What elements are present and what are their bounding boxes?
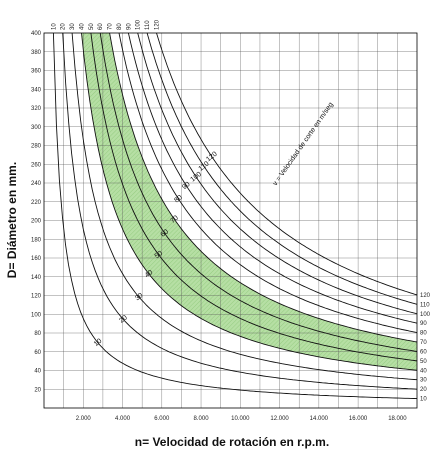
x-tick-label: 14.000: [310, 416, 329, 422]
y-tick-label: 340: [31, 87, 42, 93]
top-v-label: 90: [126, 23, 132, 30]
curve-label-90: 90: [181, 181, 192, 191]
curve-v-20: [62, 33, 417, 390]
y-tick-label: 160: [31, 256, 42, 262]
y-tick-label: 20: [34, 387, 41, 393]
y-tick-label: 180: [31, 237, 42, 243]
top-v-label: 30: [70, 23, 76, 30]
top-v-label: 60: [98, 23, 104, 30]
grid: [44, 33, 417, 408]
curve-label-50: 50: [154, 250, 165, 260]
y-tick-label: 320: [31, 106, 42, 112]
curve-label-70: 70: [169, 215, 180, 225]
x-tick-label: 6.000: [154, 416, 170, 422]
speed-curves: [52, 33, 417, 400]
curve-label-10: 10: [93, 338, 104, 348]
curve-label-40: 40: [144, 269, 155, 279]
x-tick-label: 8.000: [194, 416, 210, 422]
curve-v-50: [90, 33, 417, 362]
y-tick-label: 240: [31, 181, 42, 187]
plot-frame: [43, 32, 418, 409]
right-v-label: 100: [420, 312, 431, 318]
right-v-label: 50: [420, 359, 427, 365]
top-v-label: 70: [108, 23, 114, 30]
y-tick-label: 120: [31, 294, 42, 300]
curve-v-100: [137, 33, 417, 315]
top-v-label: 10: [51, 23, 57, 30]
y-axis-title: D= Diámetro en mm.: [5, 162, 19, 278]
right-v-label: 30: [420, 378, 427, 384]
y-tick-label: 380: [31, 50, 42, 56]
top-v-label: 20: [61, 23, 67, 30]
y-tick-label: 220: [31, 200, 42, 206]
x-tick-label: 10.000: [231, 416, 250, 422]
y-tick-label: 300: [31, 125, 42, 131]
top-v-label: 40: [79, 23, 85, 30]
top-v-label: 110: [145, 20, 151, 30]
x-tick-labels: 2.000 4.000 6.000 8.000 10.000 12.000 14.000 16…: [76, 416, 407, 422]
curve-v-90: [127, 33, 417, 324]
curve-v-80: [118, 33, 417, 334]
y-tick-label: 400: [31, 31, 42, 37]
right-v-label: 10: [420, 397, 427, 403]
curve-label-80: 80: [173, 194, 184, 204]
curve-v-120: [156, 33, 417, 296]
y-tick-label: 100: [31, 312, 42, 318]
y-tick-labels: 20 40 60 80 100 120 140 160 180 200 220 240 260 280 30…: [31, 31, 42, 393]
right-v-label: 110: [420, 302, 430, 308]
y-tick-label: 40: [34, 369, 41, 375]
x-tick-label: 16.000: [349, 416, 368, 422]
top-v-label: 100: [136, 19, 142, 30]
y-tick-label: 80: [34, 331, 41, 337]
right-v-label: 120: [420, 293, 431, 299]
x-tick-label: 2.000: [76, 416, 92, 422]
curve-v-60: [99, 33, 417, 352]
right-v-label: 40: [420, 368, 427, 374]
y-tick-label: 200: [31, 219, 42, 225]
curve-v-30: [71, 33, 417, 381]
right-v-labels: 120 110 100 90 80 70 60 50 40 30 20 10: [420, 293, 431, 403]
x-tick-label: 18.000: [388, 416, 407, 422]
curve-v-110: [146, 33, 417, 305]
right-v-label: 90: [420, 321, 427, 327]
y-tick-label: 60: [34, 350, 41, 356]
top-v-labels: 10 20 30 40 50 60 70 80 90 100 110 120: [51, 19, 160, 30]
right-v-label: 20: [420, 387, 427, 393]
top-v-label: 120: [154, 19, 160, 30]
band-hatch: [81, 33, 417, 371]
shaded-band: [81, 33, 417, 371]
curve-label-120: 120: [205, 151, 219, 164]
annotation: v = Velocidad de corte en m/seg: [272, 101, 335, 187]
y-tick-label: 360: [31, 69, 42, 75]
x-tick-label: 4.000: [115, 416, 131, 422]
y-tick-label: 140: [31, 275, 42, 281]
x-axis-title: n= Velocidad de rotación en r.p.m.: [135, 435, 329, 449]
curve-v-70: [109, 33, 417, 343]
curve-label-20: 20: [118, 314, 129, 324]
right-v-label: 60: [420, 349, 427, 355]
x-tick-label: 12.000: [270, 416, 289, 422]
curve-v-10: [52, 33, 417, 400]
top-v-label: 80: [117, 23, 123, 30]
y-tick-label: 260: [31, 162, 42, 168]
curve-v-40: [81, 33, 417, 371]
right-v-label: 70: [420, 340, 427, 346]
y-tick-label: 280: [31, 144, 42, 150]
curve-label-30: 30: [134, 292, 145, 302]
top-v-label: 50: [89, 23, 95, 30]
curve-label-60: 60: [160, 228, 171, 238]
right-v-label: 80: [420, 331, 427, 337]
